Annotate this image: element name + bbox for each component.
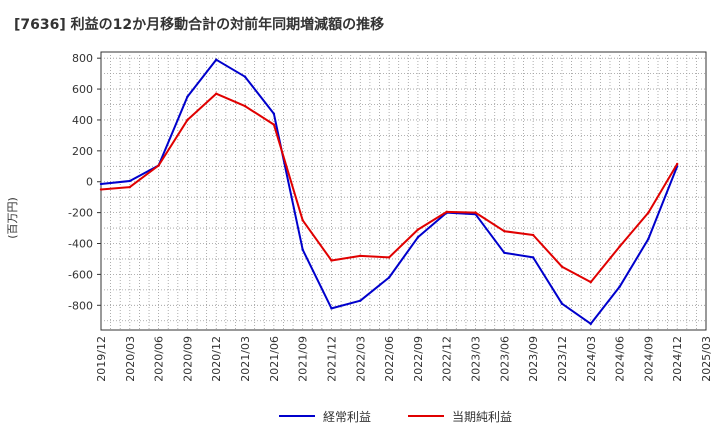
data-point <box>503 251 506 254</box>
data-point <box>531 256 535 259</box>
data-point <box>186 95 189 98</box>
legend-label: 経常利益 <box>323 410 371 424</box>
data-point <box>387 276 391 279</box>
x-tick-label: 2024/03 <box>585 336 598 382</box>
x-tick-label: 2023/12 <box>556 336 569 382</box>
data-point <box>647 211 650 214</box>
y-tick-label: -600 <box>68 268 93 281</box>
data-point <box>618 245 621 248</box>
data-point <box>647 237 650 241</box>
data-point <box>157 164 160 167</box>
data-point <box>359 254 362 258</box>
x-tick-label: 2021/09 <box>297 336 310 382</box>
data-point <box>128 185 132 189</box>
data-point <box>675 162 679 166</box>
data-point <box>301 248 304 251</box>
y-tick-label: -800 <box>68 299 93 312</box>
x-tick-label: 2021/03 <box>239 336 252 382</box>
data-point <box>215 92 218 95</box>
data-point <box>416 236 420 239</box>
data-point <box>387 256 391 259</box>
x-tick-label: 2023/03 <box>470 336 483 382</box>
data-point <box>243 104 247 108</box>
y-tick-label: 400 <box>72 114 93 127</box>
data-point <box>531 233 535 237</box>
data-point <box>618 285 621 288</box>
data-point <box>186 118 189 122</box>
data-point <box>301 219 304 222</box>
data-point <box>272 123 276 126</box>
data-point <box>474 211 477 214</box>
data-point <box>445 210 448 214</box>
data-point <box>215 58 218 61</box>
data-point <box>503 229 506 233</box>
x-tick-label: 2024/12 <box>671 336 684 382</box>
data-point <box>416 228 420 231</box>
legend-label: 当期純利益 <box>452 410 512 424</box>
x-tick-label: 2024/09 <box>642 336 655 382</box>
y-tick-label: -200 <box>68 207 93 220</box>
data-point <box>560 265 564 268</box>
x-tick-label: 2022/03 <box>354 336 367 382</box>
data-point <box>99 182 103 186</box>
x-tick-label: 2020/09 <box>181 336 194 382</box>
y-tick-label: 600 <box>72 83 93 96</box>
x-tick-label: 2023/06 <box>498 336 511 382</box>
plot-area <box>100 51 707 331</box>
x-tick-label: 2025/03 <box>700 336 713 382</box>
x-tick-label: 2021/12 <box>325 336 338 382</box>
chart-title: [7636] 利益の12か月移動合計の対前年同期増減額の推移 <box>14 17 385 33</box>
x-tick-label: 2022/09 <box>412 336 425 382</box>
data-point <box>330 307 333 310</box>
x-tick-label: 2020/03 <box>124 336 137 382</box>
data-point <box>99 188 103 191</box>
data-point <box>272 112 276 115</box>
data-point <box>243 75 247 78</box>
x-tick-label: 2020/12 <box>210 336 223 382</box>
x-tick-label: 2021/06 <box>268 336 281 382</box>
y-tick-label: 0 <box>86 176 93 189</box>
y-tick-label: 800 <box>72 52 93 65</box>
data-point <box>128 179 132 183</box>
data-point <box>330 259 333 262</box>
data-point <box>589 280 592 284</box>
data-point <box>589 322 592 326</box>
data-point <box>560 302 564 305</box>
x-tick-label: 2022/06 <box>383 336 396 382</box>
x-tick-label: 2020/06 <box>153 336 166 382</box>
y-tick-label: 200 <box>72 145 93 158</box>
y-tick-label: -400 <box>68 238 93 251</box>
x-tick-label: 2024/06 <box>614 336 627 382</box>
x-tick-label: 2023/09 <box>527 336 540 382</box>
data-point <box>359 299 362 302</box>
x-tick-label: 2019/12 <box>95 336 108 382</box>
x-tick-label: 2022/12 <box>441 336 454 382</box>
